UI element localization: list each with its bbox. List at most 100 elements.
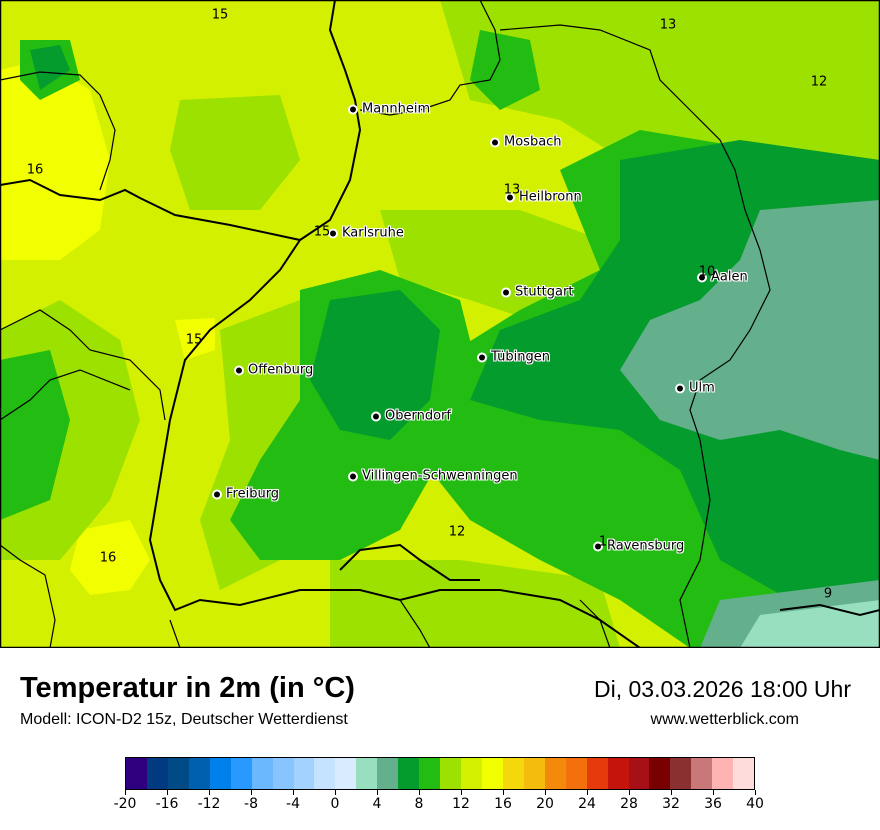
isoline-label: 16: [99, 550, 117, 566]
colorbar-tick: [377, 790, 378, 795]
colorbar-segment: [607, 758, 629, 789]
colorbar-tick-label: 40: [746, 796, 764, 812]
city-dot-icon: [350, 106, 356, 112]
colorbar-segment: [230, 758, 252, 789]
city-marker[interactable]: Offenburg: [236, 363, 313, 378]
colorbar-segment: [565, 758, 587, 789]
colorbar-segment: [670, 758, 692, 789]
colorbar-segment: [481, 758, 503, 789]
colorbar-tick-label: -4: [286, 796, 300, 812]
colorbar-segment: [209, 758, 231, 789]
colorbar-segment: [461, 758, 482, 789]
isoline-label: 12: [810, 74, 828, 90]
colorbar-segment: [712, 758, 734, 789]
city-marker[interactable]: Villingen-Schwenningen: [350, 469, 518, 484]
colorbar-segment: [691, 758, 713, 789]
colorbar-segment: [586, 758, 608, 789]
colorbar-segment: [649, 758, 671, 789]
city-name: Mosbach: [504, 134, 562, 150]
colorbar-tick: [587, 790, 588, 795]
isoline-label: 12: [448, 524, 466, 540]
city-name: Oberndorf: [385, 408, 451, 424]
colorbar-segment: [314, 758, 336, 789]
city-marker[interactable]: Karlsruhe: [330, 226, 404, 241]
city-name: Aalen: [711, 269, 748, 285]
city-dot-icon: [373, 413, 379, 419]
city-dot-icon: [479, 354, 485, 360]
colorbar-tick: [209, 790, 210, 795]
colorbar-tick: [293, 790, 294, 795]
colorbar-tick: [125, 790, 126, 795]
colorbar-tick: [335, 790, 336, 795]
colorbar-segment: [272, 758, 294, 789]
colorbar-tick: [461, 790, 462, 795]
colorbar-tick: [755, 790, 756, 795]
city-name: Mannheim: [362, 101, 431, 117]
city-marker[interactable]: Oberndorf: [373, 409, 451, 424]
isoline-label: 15: [211, 7, 229, 23]
colorbar-segment: [419, 758, 441, 789]
colorbar-segment: [335, 758, 357, 789]
map-title: Temperatur in 2m (in °C): [20, 672, 355, 704]
colorbar-segment: [356, 758, 378, 789]
city-marker[interactable]: Tübingen: [479, 350, 550, 365]
city-name: Ulm: [689, 380, 715, 396]
colorbar-tick-label: 20: [536, 796, 554, 812]
city-dot-icon: [503, 289, 509, 295]
colorbar-tick: [713, 790, 714, 795]
colorbar-tick-label: 28: [620, 796, 638, 812]
colorbar-tick: [671, 790, 672, 795]
city-name: Freiburg: [226, 486, 280, 502]
city-marker[interactable]: Ravensburg: [595, 539, 684, 554]
colorbar-segment: [167, 758, 189, 789]
colorbar-segment: [251, 758, 273, 789]
city-marker[interactable]: Heilbronn: [507, 190, 582, 205]
model-subtitle: Modell: ICON-D2 15z, Deutscher Wetterdie…: [20, 711, 348, 728]
colorbar-tick-label: 12: [452, 796, 470, 812]
colorbar-tick: [419, 790, 420, 795]
isoline-label: 13: [659, 17, 677, 33]
colorbar-tick: [251, 790, 252, 795]
colorbar-tick: [503, 790, 504, 795]
forecast-datetime: Di, 03.03.2026 18:00 Uhr: [593, 676, 851, 702]
colorbar-tick-label: -12: [197, 796, 221, 812]
isoline-label: 9: [823, 586, 833, 602]
colorbar-tick: [545, 790, 546, 795]
colorbar-tick: [629, 790, 630, 795]
isoline-label: 13: [503, 182, 521, 198]
city-dot-icon: [507, 194, 513, 200]
colorbar-tick-label: 24: [578, 796, 596, 812]
city-marker[interactable]: Mannheim: [350, 102, 430, 117]
city-name: Offenburg: [248, 362, 314, 378]
colorbar-tick-label: -16: [155, 796, 179, 812]
city-dot-icon: [236, 367, 242, 373]
city-dot-icon: [595, 543, 601, 549]
city-marker[interactable]: Stuttgart: [503, 285, 573, 300]
isoline-label: 15: [185, 332, 203, 348]
city-name: Ravensburg: [607, 538, 685, 554]
city-marker[interactable]: Ulm: [677, 381, 715, 396]
colorbar-tick-label: 4: [372, 796, 382, 812]
city-marker[interactable]: Aalen: [699, 270, 748, 285]
city-marker[interactable]: Freiburg: [214, 487, 279, 502]
temperature-map[interactable]: Mannheim Mosbach Heilbronn Karlsruhe Aalen St…: [0, 0, 880, 648]
colorbar-tick-label: 8: [414, 796, 424, 812]
colorbar-segment: [523, 758, 545, 789]
city-name: Heilbronn: [519, 189, 582, 205]
city-marker[interactable]: Mosbach: [492, 135, 562, 150]
city-name: Villingen-Schwenningen: [362, 468, 518, 484]
city-dot-icon: [699, 274, 705, 280]
colorbar-segment: [398, 758, 420, 789]
city-dot-icon: [350, 473, 356, 479]
colorbar-tick-label: 0: [330, 796, 340, 812]
city-dot-icon: [214, 491, 220, 497]
colorbar-tick: [167, 790, 168, 795]
colorbar-ticks: -20 -16 -12 -8 -4 0 4 8 12 16 20 24 28 32 36 40: [114, 790, 764, 820]
colorbar-tick-label: 16: [494, 796, 512, 812]
website-link[interactable]: www.wetterblick.com: [650, 711, 799, 728]
city-dot-icon: [330, 230, 336, 236]
isoline-label: 16: [26, 162, 44, 178]
colorbar-tick-label: 36: [704, 796, 722, 812]
colorbar-segment: [377, 758, 399, 789]
colorbar-segment: [126, 758, 147, 789]
